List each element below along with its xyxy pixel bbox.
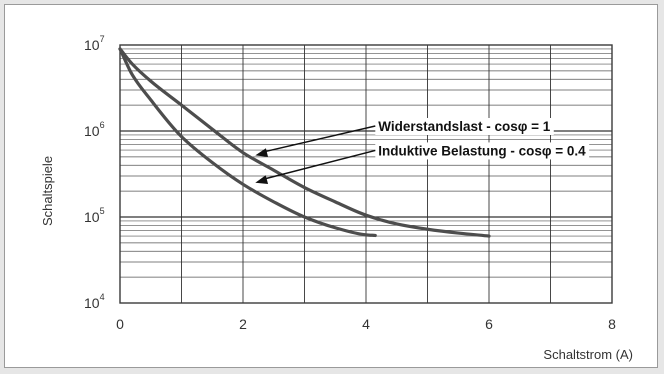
annotation-bg	[375, 118, 554, 135]
y-tick-base: 10	[84, 295, 100, 311]
y-axis-label: Schaltspiele	[40, 156, 55, 226]
chart-svg: Widerstandslast - cosφ = 1 Induktive Bela…	[40, 34, 633, 362]
y-tick-exponent: 4	[100, 292, 105, 302]
annotation-label: Induktive Belastung - cosφ = 0.4	[378, 143, 586, 158]
y-tick-base: 10	[84, 123, 100, 139]
annotation-arrow-line	[261, 125, 376, 154]
y-tick-exponent: 7	[100, 34, 105, 44]
y-tick-label: 105	[84, 206, 105, 225]
x-tick-label: 2	[239, 316, 247, 332]
series-layer	[118, 47, 491, 238]
y-tick-label: 107	[84, 34, 105, 53]
y-tick-exponent: 5	[100, 206, 105, 216]
annotation-arrowhead	[255, 148, 269, 157]
x-tick-labels: 0 2 4 6 8	[116, 316, 616, 332]
annotation-layer: Widerstandslast - cosφ = 1 Induktive Bela…	[255, 118, 590, 184]
y-tick-label: 106	[84, 120, 105, 139]
grid-major	[120, 45, 612, 303]
series-line-2	[118, 47, 377, 238]
annotation-bg	[375, 142, 590, 160]
chart-frame: Widerstandslast - cosφ = 1 Induktive Bela…	[4, 4, 658, 368]
annotation-arrow-line	[261, 149, 376, 181]
y-tick-base: 10	[84, 37, 100, 53]
y-tick-label: 104	[84, 292, 105, 311]
x-tick-label: 6	[485, 316, 493, 332]
x-tick-label: 8	[608, 316, 616, 332]
x-tick-label: 4	[362, 316, 370, 332]
annotation-label: Widerstandslast - cosφ = 1	[378, 119, 550, 134]
y-tick-exponent: 6	[100, 120, 105, 130]
y-tick-base: 10	[84, 209, 100, 225]
annotation-arrowhead	[255, 175, 269, 184]
x-axis-label: Schaltstrom (A)	[543, 347, 633, 362]
plot-border	[119, 44, 613, 304]
x-tick-label: 0	[116, 316, 124, 332]
series-line-1	[118, 47, 491, 238]
